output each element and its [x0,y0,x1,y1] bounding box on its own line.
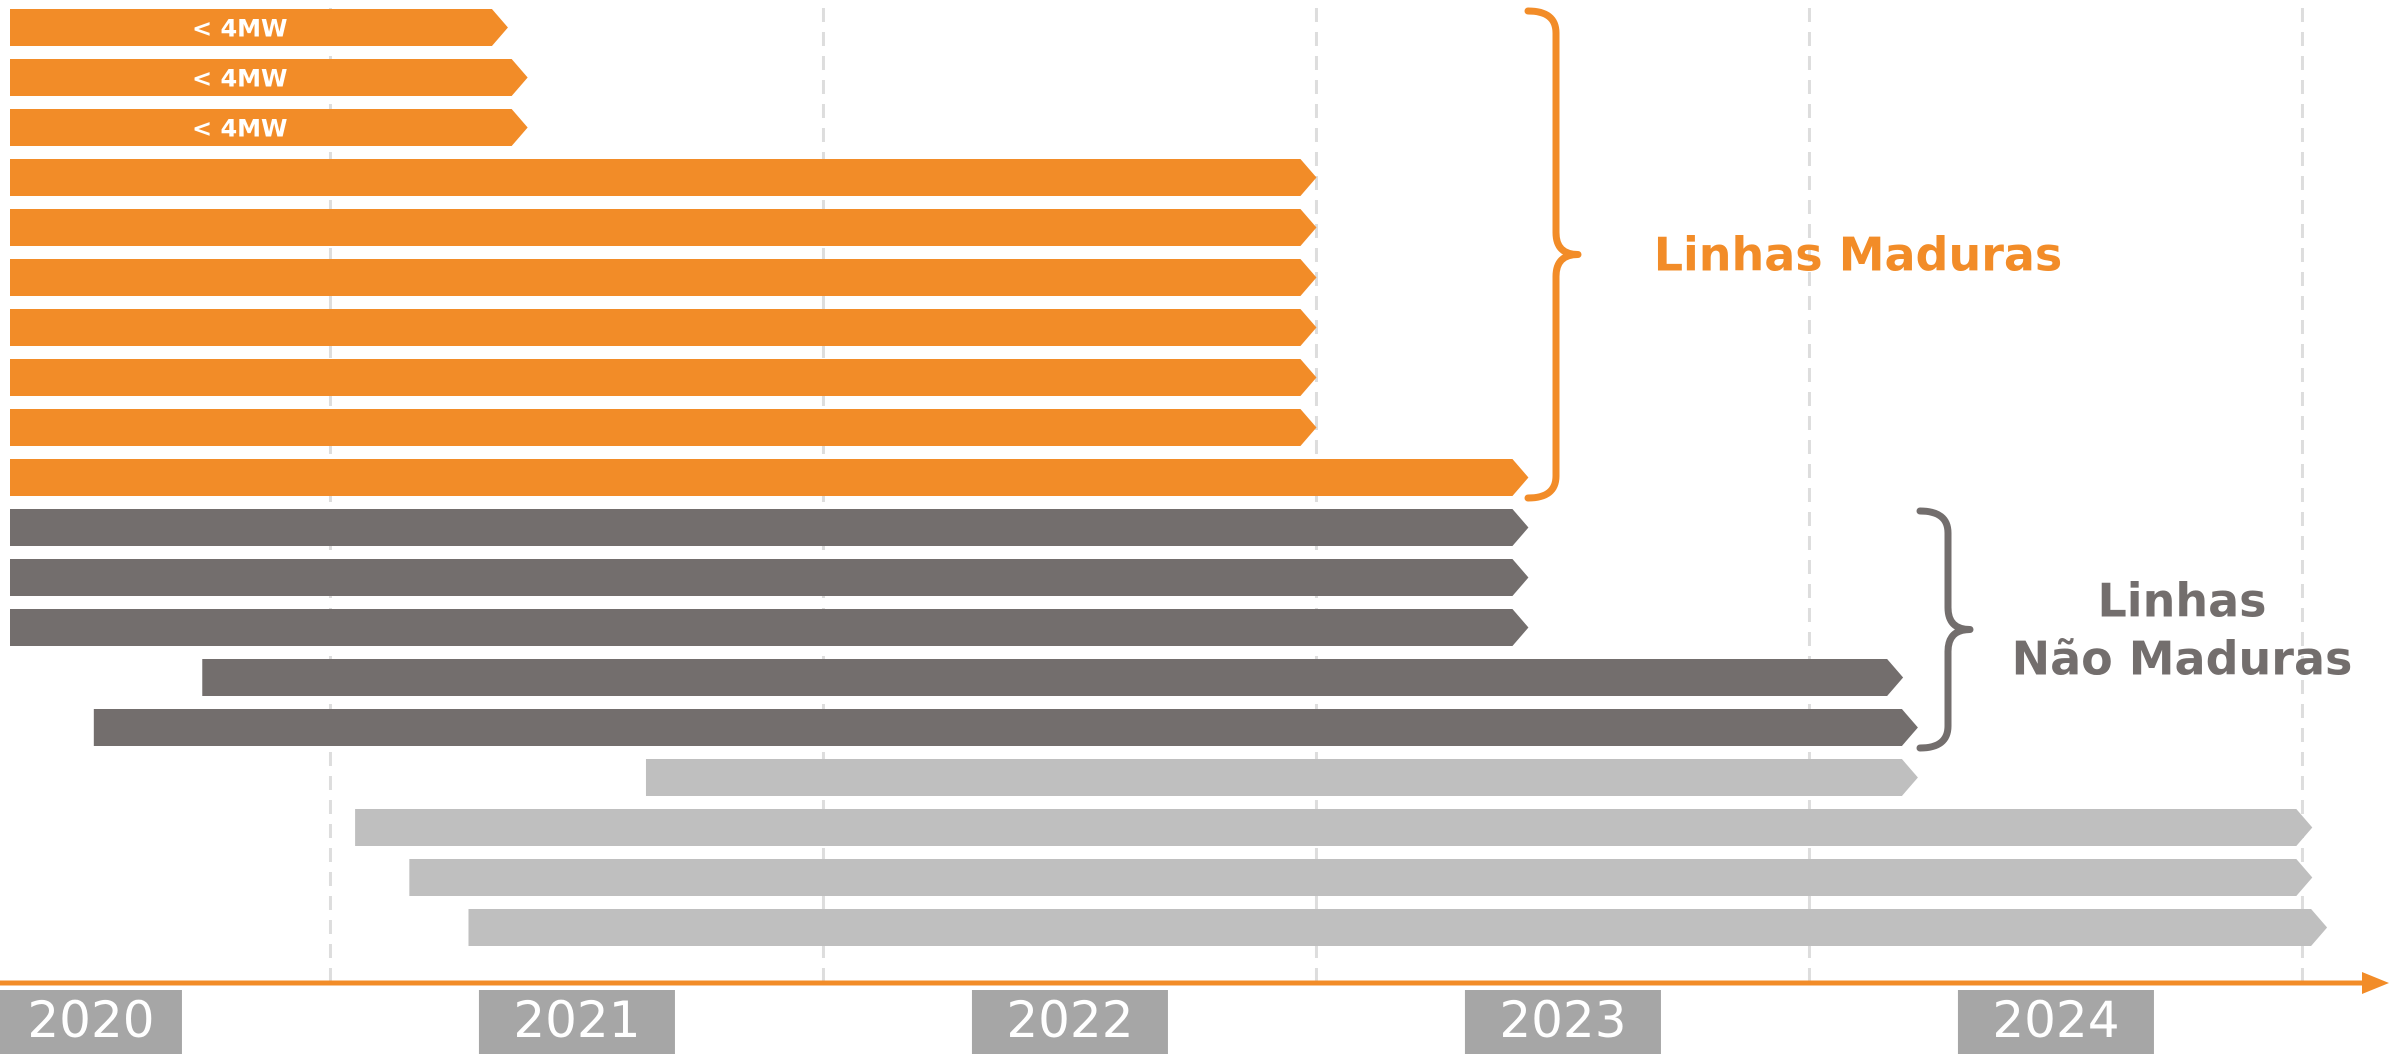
bar-label: < 4MW [192,65,288,93]
group-brace-immature [1916,507,1974,752]
x-tick-box [478,990,675,1054]
group-label-immature: Não Maduras [2012,632,2353,686]
timeline-bar-mature [10,309,1317,346]
timeline-bar-other [645,759,1918,796]
timeline-bar-other [355,809,2313,846]
timeline-bar-immature [10,609,1529,646]
timeline-bar-mature [10,459,1529,496]
timeline-bar-immature [93,709,1918,746]
x-tick-box [971,990,1168,1054]
timeline-bar-other [409,859,2313,896]
timeline-bar-mature [10,109,528,146]
x-tick-box [1957,990,2154,1054]
x-tick-box [0,990,182,1054]
x-tick-label: 2020 [27,991,154,1049]
x-tick-label: 2025 [2356,991,2389,1049]
timeline-bar-mature [10,159,1317,196]
timeline-bar-immature [10,559,1529,596]
timeline-bar-mature [10,209,1317,246]
bar-label: < 4MW [192,15,288,43]
timeline-bar-mature [10,259,1317,296]
group-brace-mature [1524,7,1582,502]
x-axis-arrow-icon [2362,972,2389,994]
group-label-immature: Linhas [2098,574,2267,628]
timeline-bar-immature [202,659,1904,696]
x-tick-label: 2022 [1006,991,1133,1049]
timeline-bar-immature [10,509,1529,546]
timeline-bar-mature [10,9,508,46]
timeline-bar-mature [10,59,528,96]
timeline-bar-other [468,909,2328,946]
timeline-bar-mature [10,359,1317,396]
x-tick-label: 2021 [513,991,640,1049]
bars: < 4MW < 4MW < 4MW [10,9,2328,946]
x-tick-label: 2023 [1499,991,1626,1049]
timeline-bar-mature [10,409,1317,446]
x-tick-box [1464,990,1661,1054]
bar-label: < 4MW [192,115,288,143]
group-label-mature: Linhas Maduras [1654,228,2063,282]
x-axis: 2020 2021 2022 2023 2024 2025 [0,972,2389,1054]
x-tick-label: 2024 [1992,991,2119,1049]
